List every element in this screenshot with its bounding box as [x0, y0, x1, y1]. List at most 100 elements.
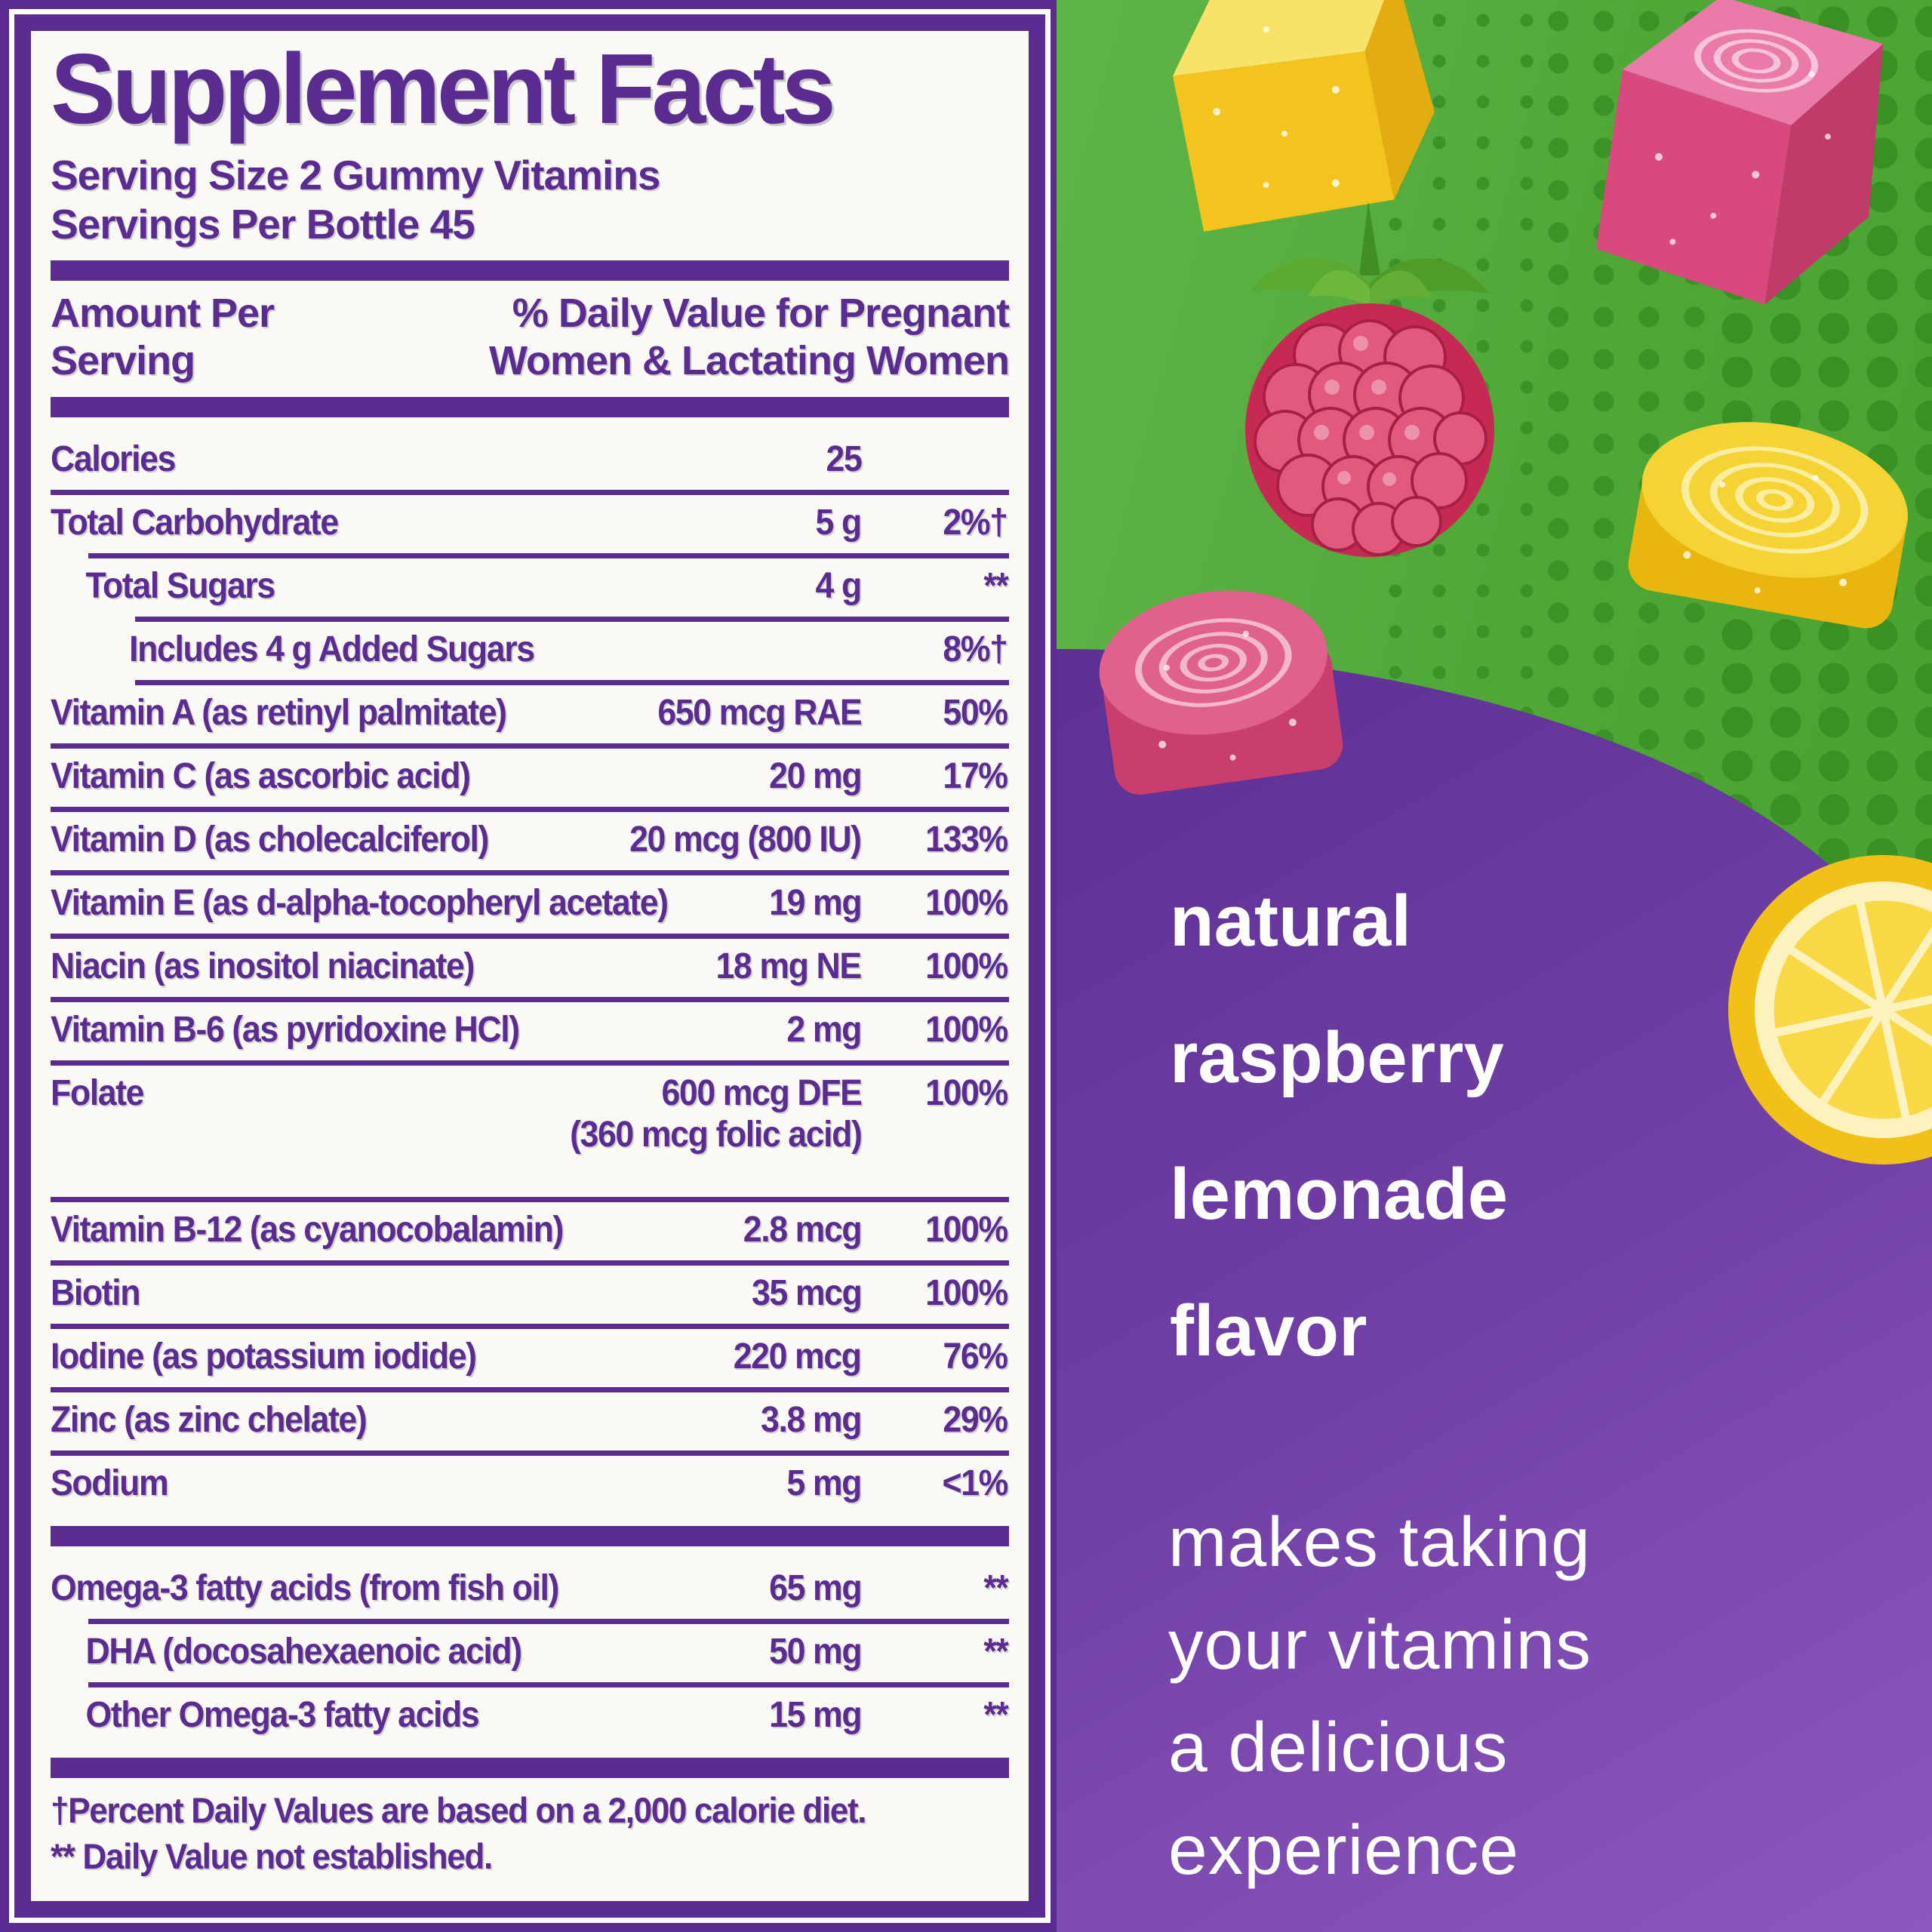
- row-amount-wrap: 3.8 mg: [760, 1399, 862, 1441]
- text-line: experience: [1168, 1810, 1519, 1889]
- servings-per-bottle: Servings Per Bottle 45: [51, 200, 475, 248]
- text-line: lemonade: [1170, 1154, 1509, 1235]
- gummy-swirl-yellow-icon: [1610, 387, 1932, 654]
- row-dv: 50%: [943, 692, 1009, 733]
- row-amount: 18 mg NE: [715, 946, 863, 986]
- row-amount: 19 mg: [768, 882, 862, 923]
- row-separator: [51, 1323, 1009, 1329]
- row-amount: 65 mg: [768, 1567, 862, 1608]
- table-row: DHA (docosahexaenoic acid) 50 mg **: [51, 1618, 1009, 1682]
- text-line: flavor: [1170, 1291, 1367, 1371]
- row-amount-wrap: 20 mcg (800 IU): [629, 819, 862, 860]
- row-separator: [88, 1681, 1009, 1687]
- row-separator: [51, 806, 1009, 812]
- flavor-text: natural raspberry lemonade flavor: [1170, 853, 1508, 1399]
- row-separator: [88, 1618, 1009, 1624]
- lemon-slice-icon: [1724, 851, 1932, 1168]
- row-dv: <1%: [942, 1463, 1009, 1503]
- row-amount-wrap: 220 mcg: [734, 1336, 862, 1377]
- table-row: Vitamin B-12 (as cyanocobalamin) 2.8 mcg…: [51, 1196, 1009, 1260]
- row-separator: [51, 869, 1009, 875]
- text-line: ** Daily Value not established.: [51, 1835, 493, 1876]
- row-amount: 2.8 mcg: [743, 1209, 863, 1250]
- table-row: Vitamin C (as ascorbic acid) 20 mg 17%: [51, 743, 1009, 807]
- row-amount-wrap: 19 mg: [768, 882, 862, 924]
- table-row: Vitamin B-6 (as pyridoxine HCl) 2 mg 100…: [51, 996, 1009, 1060]
- row-label: Total Sugars: [85, 565, 276, 606]
- row-amount-wrap: 2 mg: [786, 1009, 862, 1051]
- row-amount: 5 mg: [786, 1463, 862, 1503]
- row-separator: [135, 679, 1009, 685]
- header-daily-value: % Daily Value for Pregnant Women & Lacta…: [488, 291, 1010, 384]
- row-amount: 600 mcg DFE: [660, 1072, 862, 1113]
- gummy-cube-pink-swirl-icon: [1553, 0, 1932, 334]
- divider-bar: [51, 260, 1009, 281]
- row-dv: 100%: [925, 1009, 1008, 1050]
- gummy-cube-yellow-icon: [1096, 0, 1508, 272]
- text-line: makes taking: [1168, 1503, 1591, 1581]
- table-row: Folate 600 mcg DFE (360 mcg folic acid) 1…: [51, 1060, 1009, 1197]
- panel-title: Supplement Facts: [51, 33, 836, 144]
- text-line: your vitamins: [1168, 1605, 1592, 1684]
- row-amount-wrap: 65 mg: [768, 1567, 862, 1609]
- row-label: Biotin: [51, 1272, 140, 1313]
- row-dv: 17%: [943, 755, 1009, 796]
- row-dv: **: [983, 565, 1008, 606]
- row-dv: **: [983, 1694, 1008, 1735]
- row-separator: [51, 996, 1009, 1002]
- row-dv: 100%: [925, 1272, 1008, 1313]
- row-dv: **: [983, 1567, 1008, 1608]
- row-amount-wrap: 4 g: [815, 565, 863, 607]
- table-row: Zinc (as zinc chelate) 3.8 mg 29%: [51, 1386, 1009, 1451]
- row-dv: 29%: [943, 1399, 1009, 1440]
- row-label: Folate: [51, 1072, 144, 1113]
- divider-bar: [51, 396, 1009, 417]
- text-line: †Percent Daily Values are based on a 2,0…: [51, 1789, 867, 1830]
- row-label: Sodium: [51, 1463, 169, 1503]
- row-amount-wrap: 18 mg NE: [715, 946, 863, 987]
- facts-rows: Calories 25 Total Carbohydrate 5 g 2%† T…: [51, 396, 1009, 1746]
- supplement-facts-panel: Supplement Facts Serving Size 2 Gummy Vi…: [14, 14, 1045, 1918]
- serving-info: Serving Size 2 Gummy Vitamins Servings P…: [51, 151, 1009, 249]
- table-header: Amount Per Serving % Daily Value for Pre…: [51, 290, 1010, 384]
- row-label: DHA (docosahexaenoic acid): [85, 1631, 523, 1672]
- row-separator: [51, 489, 1009, 495]
- table-row: Biotin 35 mcg 100%: [51, 1260, 1009, 1324]
- divider-bar: [51, 1757, 1009, 1778]
- gummy-swirl-pink-icon: [1079, 553, 1361, 817]
- row-amount: 20 mg: [768, 755, 862, 796]
- row-label: Vitamin B-6 (as pyridoxine HCl): [51, 1009, 520, 1050]
- row-dv: 2%†: [943, 502, 1009, 543]
- panel-outer-margin: Supplement Facts Serving Size 2 Gummy Vi…: [9, 9, 1051, 1923]
- table-row: Calories 25: [51, 426, 1009, 490]
- table-row: Sodium 5 mg <1%: [51, 1450, 1009, 1514]
- row-amount-wrap: 5 mg: [786, 1463, 862, 1504]
- row-separator: [51, 1060, 1009, 1066]
- raspberry-icon: [1211, 200, 1528, 562]
- row-amount: 220 mcg: [734, 1336, 862, 1377]
- row-amount-wrap: 35 mcg: [751, 1272, 863, 1314]
- table-row: Omega-3 fatty acids (from fish oil) 65 m…: [51, 1555, 1009, 1619]
- table-row: Niacin (as inositol niacinate) 18 mg NE …: [51, 933, 1009, 997]
- row-amount: 50 mg: [768, 1631, 862, 1672]
- row-dv: 100%: [925, 1072, 1008, 1113]
- row-label: Niacin (as inositol niacinate): [51, 946, 475, 986]
- row-amount-wrap: 20 mg: [768, 755, 862, 797]
- divider-bar: [51, 1525, 1009, 1546]
- row-amount: 3.8 mg: [760, 1399, 862, 1440]
- table-row: Other Omega-3 fatty acids 15 mg **: [51, 1681, 1009, 1746]
- row-amount: 35 mcg: [751, 1272, 863, 1313]
- row-amount: 15 mg: [768, 1694, 862, 1735]
- row-amount-wrap: 5 g: [816, 502, 863, 543]
- row-amount2: (360 mcg folic acid): [569, 1114, 863, 1155]
- row-separator: [51, 1386, 1009, 1392]
- flavor-art-section: natural raspberry lemonade flavor makes tak…: [1057, 0, 1932, 1932]
- row-dv: 8%†: [943, 629, 1009, 669]
- header-amount-per-serving: Amount Per Serving: [51, 291, 275, 384]
- supplement-facts-section: Supplement Facts Serving Size 2 Gummy Vi…: [9, 9, 1051, 1923]
- row-amount: 4 g: [815, 565, 863, 606]
- row-dv: 100%: [925, 1209, 1008, 1250]
- table-row: Vitamin E (as d-alpha-tocopheryl acetate…: [51, 869, 1009, 934]
- row-label: Calories: [51, 438, 176, 479]
- row-dv: **: [983, 1631, 1008, 1672]
